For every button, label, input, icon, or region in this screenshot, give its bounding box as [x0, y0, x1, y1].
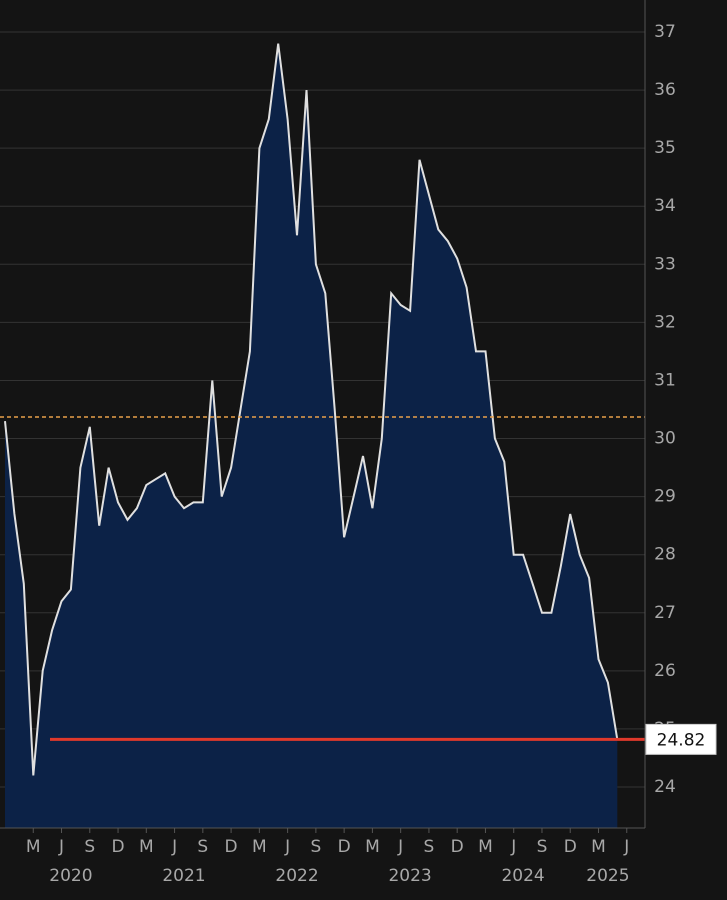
x-tick-label: M	[365, 837, 380, 857]
y-tick-label: 26	[654, 661, 676, 681]
x-tick-label: S	[537, 837, 548, 857]
x-tick-label: M	[478, 837, 493, 857]
x-tick-label: D	[451, 837, 464, 857]
x-tick-label: J	[510, 837, 516, 857]
year-label: 2025	[586, 866, 629, 886]
x-tick-label: M	[252, 837, 267, 857]
x-tick-label: S	[310, 837, 321, 857]
x-tick-label: J	[623, 837, 629, 857]
x-tick-label: D	[112, 837, 125, 857]
x-tick-label: J	[171, 837, 177, 857]
x-tick-label: J	[58, 837, 64, 857]
x-tick-label: S	[424, 837, 435, 857]
y-tick-label: 31	[654, 370, 676, 390]
x-tick-label: D	[338, 837, 351, 857]
y-tick-label: 32	[654, 312, 676, 332]
last-value-box	[645, 723, 717, 755]
x-tick-label: S	[84, 837, 95, 857]
x-tick-label: M	[26, 837, 41, 857]
x-tick-label: J	[397, 837, 403, 857]
year-label: 2020	[49, 866, 92, 886]
x-tick-label: D	[564, 837, 577, 857]
year-label: 2024	[501, 866, 544, 886]
year-label: 2023	[388, 866, 431, 886]
x-tick-label: M	[591, 837, 606, 857]
y-tick-label: 35	[654, 138, 676, 158]
y-tick-label: 36	[654, 80, 676, 100]
y-tick-label: 34	[654, 196, 676, 216]
x-tick-label: M	[139, 837, 154, 857]
last-value-label: 24.82	[657, 730, 706, 750]
y-tick-label: 30	[654, 429, 676, 449]
year-label: 2021	[162, 866, 205, 886]
x-tick-label: D	[225, 837, 238, 857]
y-tick-label: 29	[654, 487, 676, 507]
line	[4, 43, 619, 776]
area	[5, 43, 618, 829]
y-tick-label: 27	[654, 603, 676, 623]
y-tick-label: 24	[654, 777, 676, 797]
y-tick-label: 28	[654, 545, 676, 565]
y-tick-label: 33	[654, 254, 676, 274]
x-tick-label: S	[197, 837, 208, 857]
y-tick-label: 37	[654, 22, 676, 42]
x-tick-label: J	[284, 837, 290, 857]
year-label: 2022	[275, 866, 318, 886]
